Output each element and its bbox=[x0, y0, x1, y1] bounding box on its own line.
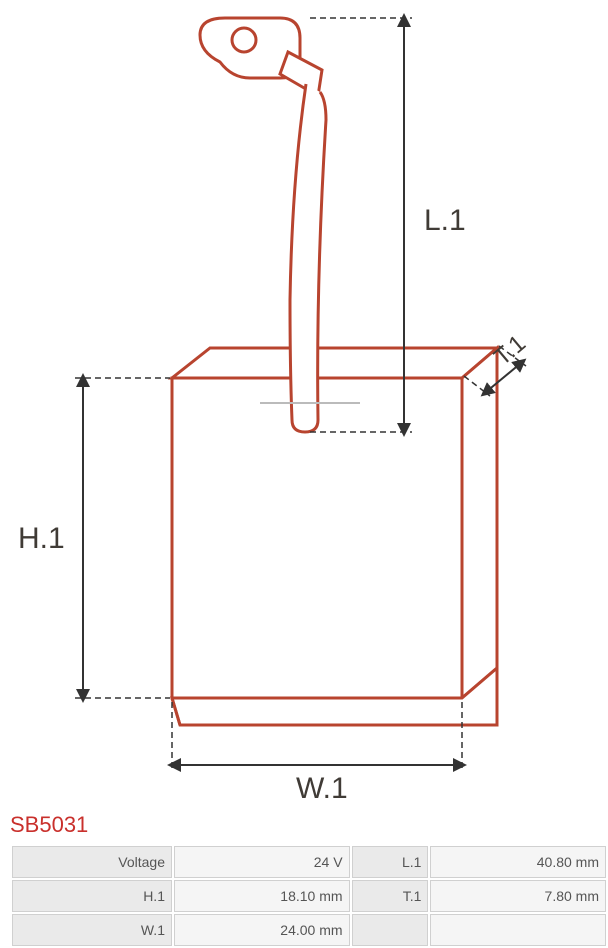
spec-label: H.1 bbox=[12, 880, 172, 912]
spec-value: 18.10 mm bbox=[174, 880, 350, 912]
spec-label: W.1 bbox=[12, 914, 172, 946]
spec-value: 40.80 mm bbox=[430, 846, 606, 878]
spec-value: 24 V bbox=[174, 846, 350, 878]
diagram-svg: L.1 H.1 W.1 T.1 bbox=[0, 0, 608, 810]
spec-label bbox=[352, 914, 429, 946]
table-row: W.1 24.00 mm bbox=[12, 914, 606, 946]
table-row: H.1 18.10 mm T.1 7.80 mm bbox=[12, 880, 606, 912]
spec-label: T.1 bbox=[352, 880, 429, 912]
spec-label: L.1 bbox=[352, 846, 429, 878]
spec-value: 24.00 mm bbox=[174, 914, 350, 946]
label-W1: W.1 bbox=[296, 772, 348, 805]
label-H1: H.1 bbox=[18, 522, 65, 555]
technical-diagram: L.1 H.1 W.1 T.1 bbox=[0, 0, 608, 810]
spec-value bbox=[430, 914, 606, 946]
spec-value: 7.80 mm bbox=[430, 880, 606, 912]
spec-table: Voltage 24 V L.1 40.80 mm H.1 18.10 mm T… bbox=[10, 844, 608, 948]
label-L1: L.1 bbox=[424, 204, 466, 237]
product-code: SB5031 bbox=[0, 812, 608, 838]
spec-label: Voltage bbox=[12, 846, 172, 878]
table-row: Voltage 24 V L.1 40.80 mm bbox=[12, 846, 606, 878]
